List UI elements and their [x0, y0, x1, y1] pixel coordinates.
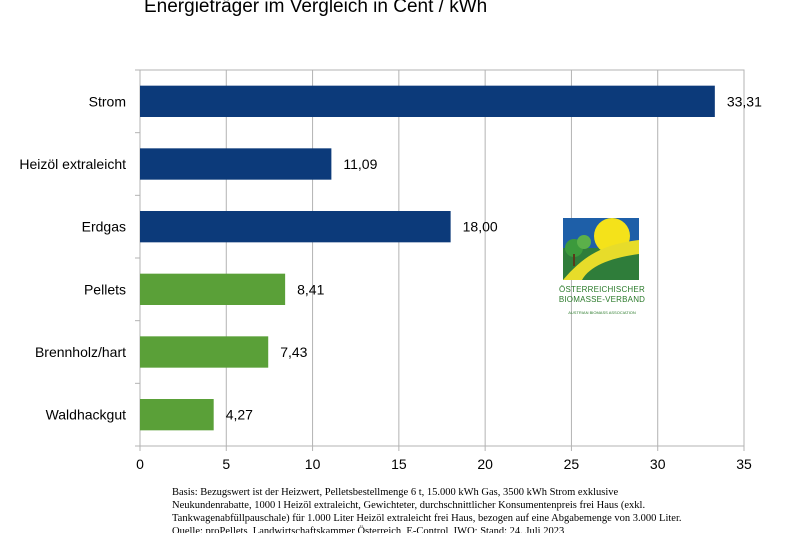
value-label: 11,09 — [343, 156, 377, 172]
footnote: Basis: Bezugswert ist der Heizwert, Pell… — [172, 486, 782, 533]
category-label: Pellets — [84, 281, 126, 297]
logo-line-2: BIOMASSE-VERBAND — [558, 295, 646, 304]
bar — [140, 399, 214, 431]
value-labels: 33,31 11,09 18,00 8,41 7,43 4,27 — [226, 93, 762, 422]
x-tick-labels: 0 5 10 15 20 25 30 35 — [136, 456, 752, 472]
value-label: 7,43 — [280, 344, 307, 360]
bar — [140, 211, 451, 243]
gridlines — [139, 69, 745, 447]
logo-line-3: AUSTRIAN BIOMASS ASSOCIATION — [568, 310, 636, 315]
x-tick-label: 30 — [650, 456, 666, 472]
x-tick-label: 5 — [222, 456, 230, 472]
x-tick-label: 10 — [305, 456, 321, 472]
chart-title: Energieträger im Vergleich in Cent / kWh — [144, 0, 488, 17]
x-tick-label: 25 — [564, 456, 580, 472]
bar — [140, 85, 715, 117]
bar — [140, 273, 286, 305]
biomasse-verband-logo: ÖSTERREICHISCHER BIOMASSE-VERBAND AUSTRI… — [559, 214, 645, 322]
x-tick-label: 35 — [736, 456, 752, 472]
value-label: 8,41 — [297, 281, 324, 297]
logo-line-1: ÖSTERREICHISCHER — [559, 285, 645, 294]
logo-emblem-icon — [563, 218, 639, 280]
x-tick-label: 20 — [477, 456, 493, 472]
logo-text: ÖSTERREICHISCHER BIOMASSE-VERBAND — [554, 285, 650, 305]
footnote-line-3: Tankwagenabfüllpauschale) für 1.000 Lite… — [172, 513, 682, 524]
bar — [140, 148, 332, 180]
category-label: Brennholz/hart — [35, 344, 126, 360]
category-label: Erdgas — [82, 219, 126, 235]
category-label: Strom — [89, 93, 126, 109]
value-label: 4,27 — [226, 407, 253, 423]
footnote-line-4: Quelle: proPellets, Landwirtschaftskamme… — [172, 526, 565, 533]
value-label: 18,00 — [463, 219, 498, 235]
plot-area-border — [139, 69, 745, 447]
category-label: Heizöl extraleicht — [19, 156, 126, 172]
axes — [135, 69, 745, 451]
bar — [140, 336, 269, 368]
category-labels: Strom Heizöl extraleicht Erdgas Pellets Bren… — [19, 93, 126, 422]
bars — [140, 85, 715, 431]
footnote-line-2: Neukundenrabatte, 1000 l Heizöl extralei… — [172, 500, 646, 511]
x-tick-label: 15 — [391, 456, 407, 472]
category-label: Waldhackgut — [46, 407, 127, 423]
x-tick-label: 0 — [136, 456, 144, 472]
value-label: 33,31 — [727, 93, 762, 109]
footnote-line-1: Basis: Bezugswert ist der Heizwert, Pell… — [172, 487, 619, 498]
